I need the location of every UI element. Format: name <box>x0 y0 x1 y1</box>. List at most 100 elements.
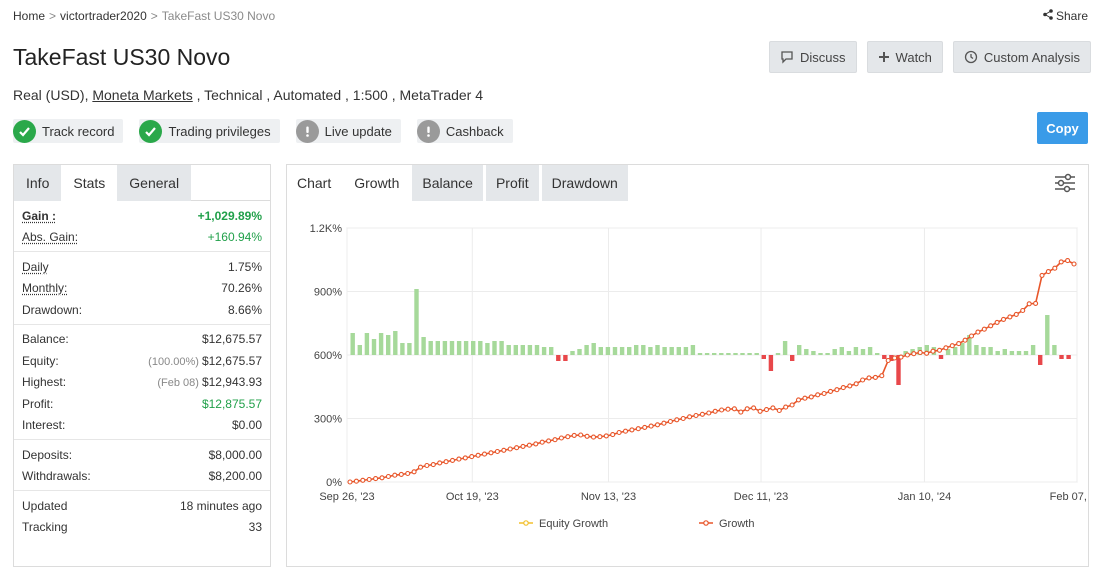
stat-label: Profit: <box>22 396 54 411</box>
profit-bar <box>768 355 774 371</box>
stat-row-abs-gain: Abs. Gain: +160.94% <box>14 227 270 249</box>
tab-growth[interactable]: Growth <box>344 165 410 201</box>
stat-label[interactable]: Abs. Gain: <box>22 230 79 245</box>
profit-bar <box>421 337 426 355</box>
tab-balance[interactable]: Balance <box>412 165 483 201</box>
tab-general[interactable]: General <box>117 165 192 201</box>
profit-bar <box>598 347 603 355</box>
tab-stats[interactable]: Stats <box>61 165 118 201</box>
growth-point <box>411 469 417 475</box>
growth-point <box>917 349 923 356</box>
profit-bar <box>974 345 979 355</box>
profit-bar <box>903 351 908 355</box>
profit-bar <box>485 343 490 355</box>
growth-point <box>571 432 577 438</box>
tab-chart[interactable]: Chart <box>287 165 342 201</box>
profit-bar <box>513 345 518 355</box>
badge-track-record[interactable]: Track record <box>13 119 124 143</box>
share-button[interactable]: Share <box>1043 9 1088 23</box>
profit-bar <box>549 347 554 355</box>
copy-button[interactable]: Copy <box>1037 112 1088 144</box>
stat-value: 70.26% <box>221 281 262 296</box>
profit-bar <box>1066 355 1071 359</box>
growth-point <box>437 460 443 466</box>
growth-point <box>911 351 917 357</box>
profit-bar <box>591 343 596 355</box>
growth-point <box>1000 316 1007 322</box>
stat-label[interactable]: Gain : <box>22 208 57 223</box>
stat-note: (100.00%) <box>148 355 199 368</box>
profit-bar <box>938 355 944 359</box>
account-type: Real (USD), <box>13 87 93 103</box>
tab-profit[interactable]: Profit <box>485 165 539 201</box>
custom-analysis-button[interactable]: Custom Analysis <box>952 41 1091 73</box>
growth-point <box>866 375 872 381</box>
discuss-button[interactable]: Discuss <box>769 41 857 73</box>
stat-group-balance: Balance: $12,675.57 Equity: (100.00%) $12… <box>14 325 270 440</box>
growth-line <box>349 259 1075 483</box>
broker-link[interactable]: Moneta Markets <box>92 87 193 103</box>
growth-chart[interactable]: 0% 300% 600% 900% 1.2K% Sep 26, '23 Oct 19, '2… <box>287 201 1088 566</box>
stat-group-rates: Daily 1.75% Monthly: 70.26% Drawdown: 8.… <box>14 252 270 325</box>
badge-label: Trading privileges <box>168 123 271 139</box>
growth-point <box>853 381 859 387</box>
verification-badges: Track record Trading privileges Live upd… <box>13 119 513 143</box>
profit-bar <box>712 353 717 355</box>
stat-label[interactable]: Daily <box>22 259 49 274</box>
profit-bar <box>428 341 433 355</box>
growth-point <box>885 357 891 364</box>
chart-settings-icon[interactable] <box>1054 173 1076 198</box>
profit-bar <box>577 349 582 355</box>
profit-bar <box>634 345 639 355</box>
stat-label[interactable]: Monthly: <box>22 281 68 296</box>
profit-bar <box>627 347 632 355</box>
breadcrumb-home[interactable]: Home <box>13 9 46 23</box>
growth-point <box>712 408 718 414</box>
stat-value: $12,675.57 <box>201 353 262 368</box>
profit-bar <box>563 355 568 361</box>
stat-row-profit: Profit: $12,875.57 <box>14 393 270 415</box>
tab-info[interactable]: Info <box>14 165 62 201</box>
growth-point <box>981 326 987 332</box>
profit-bar <box>378 333 384 355</box>
profit-bar <box>889 355 894 361</box>
clock-icon <box>964 50 978 64</box>
growth-point <box>552 437 558 443</box>
growth-point <box>815 392 821 398</box>
stat-row-deposits: Deposits: $8,000.00 <box>14 444 270 466</box>
growth-point <box>475 452 481 458</box>
tab-drawdown[interactable]: Drawdown <box>541 165 628 201</box>
profit-bar <box>740 353 745 355</box>
breadcrumb-user[interactable]: victortrader2020 <box>60 9 147 23</box>
profit-bar <box>825 353 830 355</box>
growth-point <box>731 406 737 412</box>
profit-bar <box>655 345 660 355</box>
profit-bar <box>1052 345 1057 355</box>
growth-point <box>776 407 782 414</box>
stat-label: Updated <box>22 498 68 513</box>
growth-point <box>462 455 468 461</box>
profit-bar <box>988 347 993 355</box>
badge-live-update[interactable]: Live update <box>295 119 401 143</box>
growth-point <box>763 407 770 413</box>
profit-bar <box>527 345 533 355</box>
y-tick-label: 1.2K% <box>310 223 343 235</box>
stat-label: Withdrawals: <box>22 469 91 484</box>
growth-point <box>616 429 622 436</box>
growth-point <box>366 476 372 483</box>
profit-bar <box>534 345 540 355</box>
growth-point <box>1013 311 1019 317</box>
profit-bar <box>733 353 738 355</box>
profit-bar <box>818 353 823 355</box>
profit-bar <box>775 353 781 355</box>
badge-cashback[interactable]: Cashback <box>416 119 513 143</box>
profit-bar <box>570 351 575 355</box>
growth-point <box>994 319 1000 325</box>
badge-trading-privileges[interactable]: Trading privileges <box>139 119 280 143</box>
legend-label: Equity Growth <box>539 518 608 530</box>
watch-button[interactable]: Watch <box>866 41 943 73</box>
badge-label: Cashback <box>445 123 504 139</box>
profit-bar <box>761 355 766 359</box>
growth-point <box>757 408 763 414</box>
growth-point <box>904 352 910 358</box>
